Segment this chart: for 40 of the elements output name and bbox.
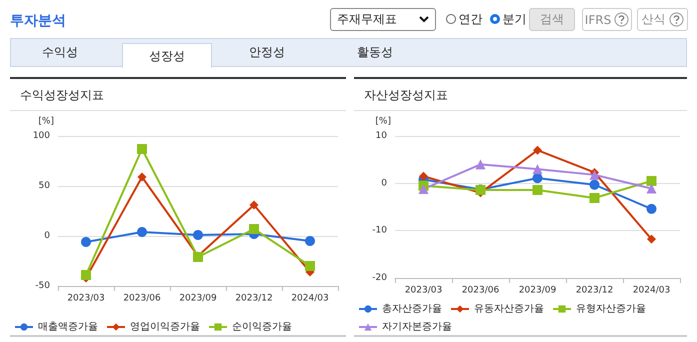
legend-label: 유형자산증가율 bbox=[576, 304, 646, 314]
text: 성장성 bbox=[149, 48, 185, 64]
text: 활동성 bbox=[357, 44, 393, 61]
legend-label: 자기자본증가율 bbox=[382, 322, 452, 332]
x-tick-label: 2023/12 bbox=[576, 286, 614, 296]
y-axis-title: [%] bbox=[375, 116, 391, 126]
text: 안정성 bbox=[249, 44, 285, 61]
y-tick-label: -50 bbox=[35, 281, 50, 291]
text: 수익성 bbox=[42, 44, 78, 61]
text: 산식 bbox=[642, 11, 666, 28]
chart-title: 수익성장성지표 bbox=[20, 87, 104, 104]
legend-label: 순이익증가율 bbox=[232, 322, 292, 332]
x-tick-label: 2023/09 bbox=[179, 294, 217, 304]
y-tick-label: 0 bbox=[44, 231, 50, 241]
y-tick-label: -10 bbox=[372, 226, 388, 236]
legend-label: 매출액증가율 bbox=[38, 322, 98, 332]
x-tick-label: 2023/06 bbox=[123, 294, 161, 304]
y-axis-title: [%] bbox=[38, 116, 54, 126]
x-tick-label: 2023/09 bbox=[518, 286, 556, 296]
y-tick-label: 10 bbox=[376, 131, 388, 141]
text: 투자분석 bbox=[10, 12, 66, 30]
legend-label: 영업이익증가율 bbox=[130, 322, 200, 332]
x-tick-label: 2023/03 bbox=[67, 294, 105, 304]
x-tick-label: 2023/06 bbox=[462, 286, 500, 296]
y-tick-label: 100 bbox=[32, 131, 50, 141]
chart-title: 자산성장성지표 bbox=[364, 87, 448, 104]
x-tick-label: 2023/03 bbox=[404, 286, 442, 296]
y-tick-label: 50 bbox=[38, 181, 50, 191]
text: 검색 bbox=[540, 11, 564, 28]
x-tick-label: 2024/03 bbox=[291, 294, 329, 304]
y-tick-label: -20 bbox=[372, 273, 388, 283]
x-tick-label: 2024/03 bbox=[632, 286, 670, 296]
x-tick-label: 2023/12 bbox=[235, 294, 273, 304]
text: 분기 bbox=[502, 10, 526, 28]
text: 연간 bbox=[458, 10, 482, 28]
legend-label: 유동자산증가율 bbox=[474, 304, 544, 314]
y-tick-label: 0 bbox=[381, 178, 388, 188]
text: 주재무제표 bbox=[337, 11, 397, 28]
legend-label: 총자산증가율 bbox=[382, 304, 442, 314]
text: IFRS bbox=[584, 12, 612, 26]
